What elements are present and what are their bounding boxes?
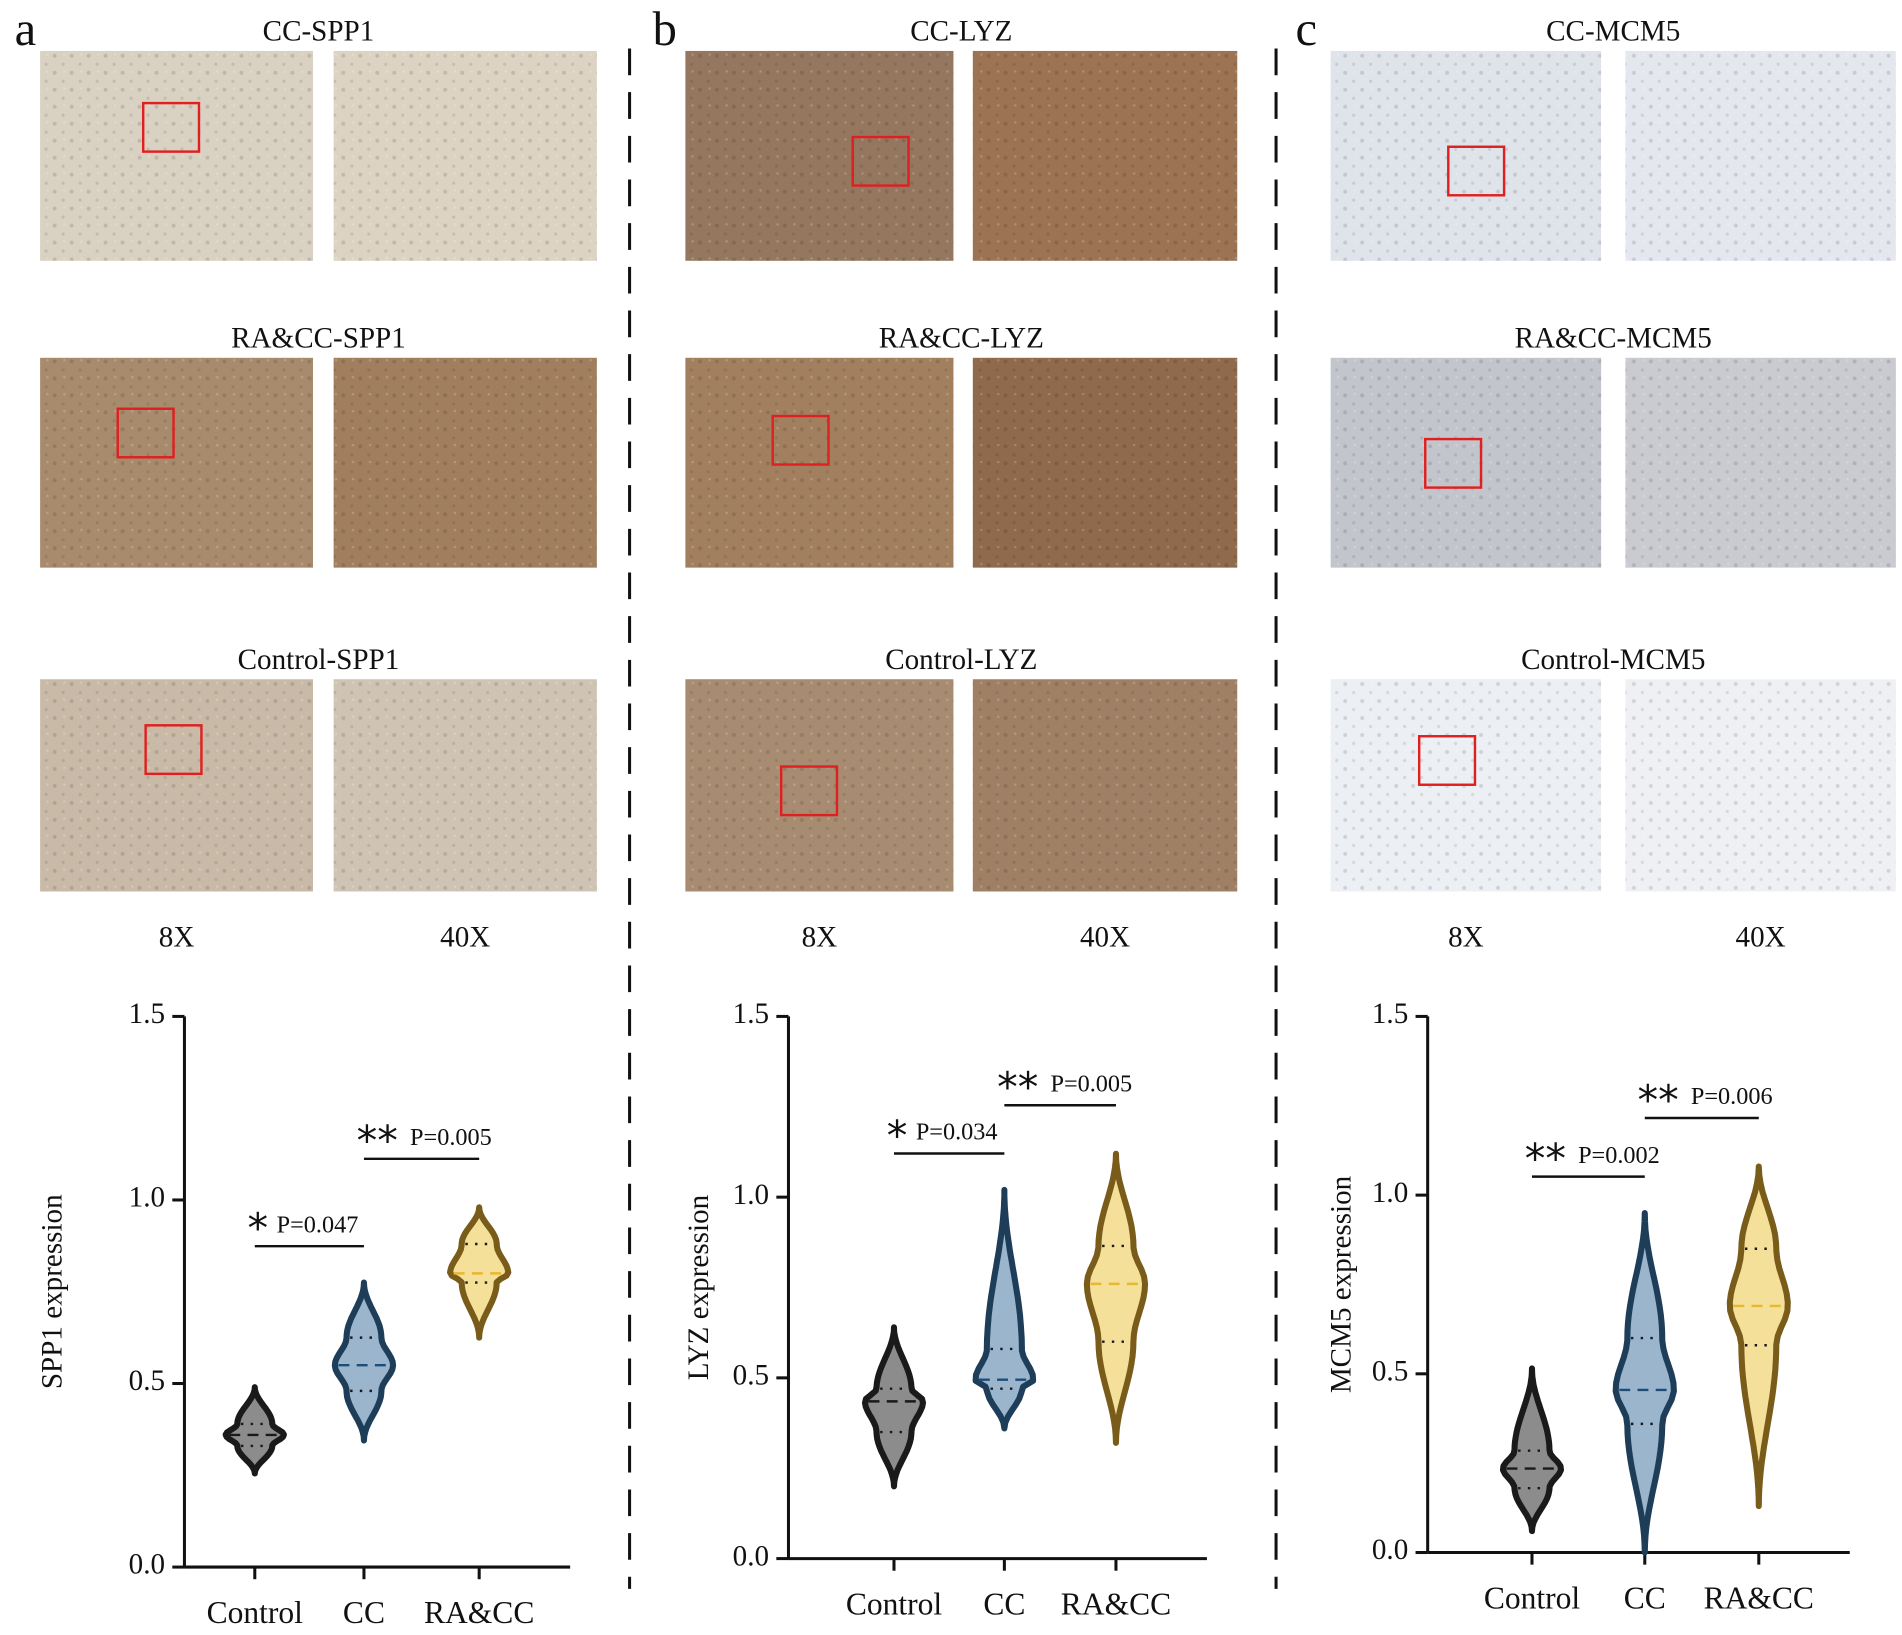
- micrograph-texture: [1625, 679, 1896, 892]
- x-tick-label: RA&CC: [424, 1595, 534, 1630]
- y-axis-label: LYZ expression: [683, 1194, 715, 1380]
- y-tick-label: 0.5: [1372, 1355, 1408, 1387]
- significance-stars: *: [887, 1112, 908, 1160]
- significance-stars: **: [357, 1117, 398, 1165]
- significance-stars: *: [248, 1205, 269, 1253]
- image-title: CC-SPP1: [263, 16, 375, 48]
- x-tick-label: RA&CC: [1061, 1586, 1171, 1621]
- magnification-label: 8X: [802, 922, 838, 954]
- image-title: CC-LYZ: [910, 16, 1012, 48]
- y-tick-label: 0.0: [733, 1540, 769, 1572]
- micrograph-texture: [40, 357, 314, 568]
- magnification-label: 8X: [159, 922, 195, 954]
- y-tick-label: 0.5: [733, 1360, 769, 1392]
- p-value: P=0.006: [1691, 1083, 1773, 1110]
- image-title: RA&CC-MCM5: [1515, 322, 1712, 354]
- image-title: Control-MCM5: [1521, 644, 1705, 676]
- image-title: Control-SPP1: [238, 644, 400, 676]
- zoom-box: [144, 724, 203, 776]
- zoom-box: [1424, 437, 1483, 489]
- zoom-box: [771, 414, 830, 466]
- micrograph-texture: [1625, 50, 1896, 261]
- x-tick-label: Control: [207, 1595, 304, 1630]
- zoom-box: [116, 407, 175, 459]
- y-tick-label: 1.5: [129, 998, 165, 1030]
- micrograph-texture: [972, 50, 1238, 261]
- violin: [861, 1324, 927, 1490]
- micrograph-texture: [333, 50, 597, 261]
- micrograph-texture: [972, 357, 1238, 568]
- micrograph-texture: [1330, 357, 1602, 568]
- micrograph-texture: [1330, 50, 1602, 261]
- significance-stars: **: [1638, 1076, 1679, 1124]
- violin: [331, 1279, 397, 1444]
- p-value: P=0.034: [916, 1119, 998, 1146]
- micrograph-texture: [40, 50, 314, 261]
- micrograph-texture: [685, 679, 954, 892]
- p-value: P=0.005: [1050, 1070, 1132, 1097]
- image-title: CC-MCM5: [1546, 16, 1680, 48]
- x-tick-label: CC: [983, 1586, 1025, 1621]
- x-tick-label: Control: [1484, 1580, 1581, 1615]
- violin: [1726, 1163, 1791, 1510]
- p-value: P=0.005: [410, 1124, 492, 1151]
- x-tick-label: CC: [343, 1595, 385, 1630]
- micrograph-texture: [333, 679, 597, 892]
- p-value: P=0.002: [1578, 1142, 1660, 1169]
- panel-letter: b: [653, 3, 677, 56]
- y-tick-label: 0.5: [129, 1365, 165, 1397]
- zoom-box: [1417, 735, 1477, 786]
- violin: [972, 1186, 1037, 1432]
- violin: [222, 1384, 287, 1477]
- x-tick-label: RA&CC: [1704, 1580, 1814, 1615]
- y-tick-label: 0.0: [1372, 1534, 1408, 1566]
- violin: [1083, 1150, 1149, 1446]
- zoom-box: [141, 101, 201, 153]
- y-axis-label: MCM5 expression: [1326, 1175, 1358, 1393]
- magnification-label: 8X: [1448, 922, 1484, 954]
- micrograph-texture: [972, 679, 1238, 892]
- y-tick-label: 1.0: [1372, 1177, 1408, 1209]
- significance-stars: **: [997, 1064, 1038, 1112]
- y-tick-label: 1.5: [1372, 998, 1408, 1030]
- panel-letter: c: [1295, 3, 1317, 56]
- y-axis-label: SPP1 expression: [36, 1194, 68, 1389]
- micrograph-texture: [1625, 357, 1896, 568]
- micrograph-texture: [685, 357, 954, 568]
- y-tick-label: 1.5: [733, 998, 769, 1030]
- x-tick-label: Control: [846, 1586, 943, 1621]
- magnification-label: 40X: [1080, 922, 1130, 954]
- image-title: RA&CC-SPP1: [231, 322, 406, 354]
- significance-stars: **: [1525, 1135, 1566, 1183]
- magnification-label: 40X: [1736, 922, 1786, 954]
- y-tick-label: 0.0: [129, 1549, 165, 1581]
- micrograph-texture: [685, 50, 954, 261]
- zoom-box: [1447, 145, 1506, 197]
- micrograph-texture: [40, 679, 314, 892]
- zoom-box: [851, 135, 910, 187]
- y-tick-label: 1.0: [733, 1179, 769, 1211]
- violin: [1612, 1209, 1677, 1556]
- magnification-label: 40X: [440, 922, 490, 954]
- violin: [1499, 1365, 1565, 1535]
- image-title: RA&CC-LYZ: [879, 322, 1044, 354]
- y-tick-label: 1.0: [129, 1182, 165, 1214]
- zoom-box: [779, 765, 839, 817]
- image-title: Control-LYZ: [885, 644, 1037, 676]
- panel-letter: a: [15, 3, 37, 56]
- p-value: P=0.047: [277, 1211, 359, 1238]
- x-tick-label: CC: [1624, 1580, 1666, 1615]
- micrograph-texture: [333, 357, 597, 568]
